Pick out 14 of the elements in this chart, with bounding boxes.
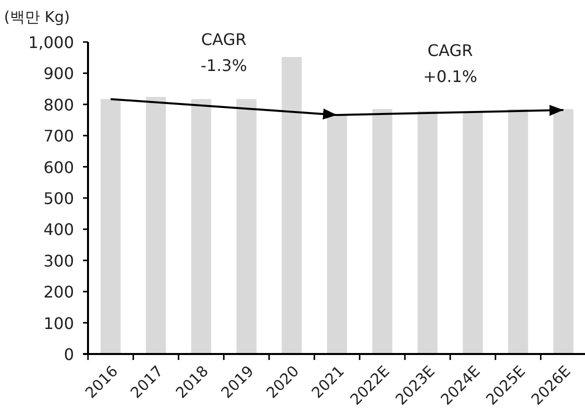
- y-tick-label: 500: [43, 189, 74, 208]
- annotation: CAGR +0.1%: [423, 41, 478, 86]
- y-tick-label: 900: [43, 64, 74, 84]
- y-tick-label: 800: [43, 95, 74, 114]
- y-tick-label: 100: [43, 314, 74, 333]
- y-tick-label: 200: [43, 282, 74, 302]
- y-tick-label: 300: [43, 251, 74, 270]
- y-tick-label: 0: [64, 345, 74, 364]
- y-axis-title: (백만 Kg): [4, 8, 70, 26]
- y-tick-label: 700: [43, 126, 74, 146]
- annotation: CAGR -1.3%: [200, 30, 248, 76]
- y-tick-label: 1,000: [28, 33, 74, 52]
- y-tick-label: 400: [43, 220, 74, 240]
- y-tick-label: 600: [43, 158, 74, 177]
